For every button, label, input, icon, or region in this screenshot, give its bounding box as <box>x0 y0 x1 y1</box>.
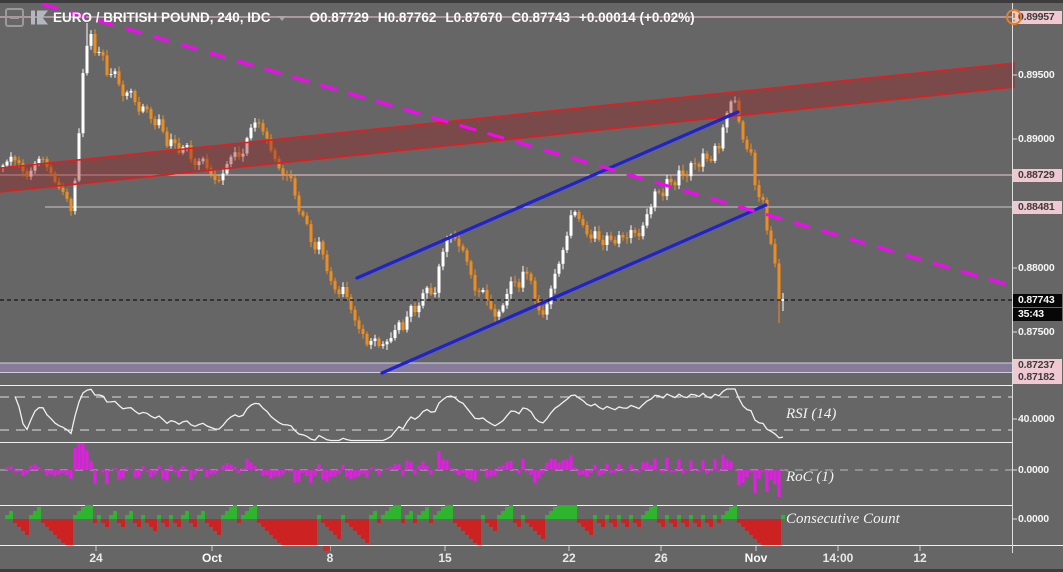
alert-circle-icon[interactable] <box>1005 8 1023 26</box>
time-label-8: 8 <box>326 551 334 565</box>
window-top-edge <box>0 0 1063 3</box>
window-bottom-edge <box>0 569 1063 572</box>
chart-legend: EURO / BRITISH POUND, 240, IDC O0.87729 … <box>5 8 695 27</box>
rising-channel-red[interactable] <box>0 62 1016 193</box>
price-label-0.87182: 0.87182 <box>1013 370 1062 384</box>
symbol-title[interactable]: EURO / BRITISH POUND, 240, IDC <box>53 10 271 25</box>
price-label-0.87500: 0.87500 <box>1018 325 1055 338</box>
price-label-0.89500: 0.89500 <box>1018 68 1055 81</box>
time-label-26: 26 <box>654 551 668 565</box>
price-label-0.0000: 0.0000 <box>1018 463 1049 476</box>
time-label-Oct: Oct <box>201 551 223 565</box>
low-value: L0.87670 <box>445 10 503 25</box>
consecutive-count-series <box>5 505 785 545</box>
minus-square-icon[interactable] <box>5 8 24 27</box>
price-label-35:43: 35:43 <box>1013 307 1062 321</box>
price-label-0.87237: 0.87237 <box>1013 358 1062 372</box>
time-scale[interactable]: 24 Oct 8 15 22 26 Nov 14:00 12 <box>0 546 1063 569</box>
time-label-Nov: Nov <box>744 551 768 565</box>
price-label-0.89000: 0.89000 <box>1018 132 1055 145</box>
ascending-channel-blue[interactable] <box>355 110 768 375</box>
indicator-label-roc[interactable]: RoC (1) <box>786 469 834 485</box>
session-break-marker <box>323 546 330 551</box>
time-label-15: 15 <box>438 551 452 565</box>
indicator-label-rsi[interactable]: RSI (14) <box>786 406 837 422</box>
support-zone-band[interactable] <box>0 362 1012 373</box>
close-value: C0.87743 <box>511 10 571 25</box>
flag-icon <box>31 10 48 25</box>
price-label-0.88481: 0.88481 <box>1013 200 1062 214</box>
price-label-0.89957: 0.89957 <box>1013 10 1062 24</box>
panel-separators <box>0 0 1063 553</box>
price-label-0.88729: 0.88729 <box>1013 168 1062 182</box>
price-label-0.87743: 0.87743 <box>1013 293 1062 307</box>
high-value: H0.87762 <box>377 10 437 25</box>
price-label-40.0000: 40.0000 <box>1018 412 1055 425</box>
price-scale[interactable]: 0.89957 0.89500 0.89000 0.88729 0.88481 0.880… <box>1012 0 1063 545</box>
time-label-22: 22 <box>562 551 576 565</box>
price-label-0.0000: 0.0000 <box>1018 512 1049 525</box>
descending-trendline-magenta[interactable] <box>41 2 1017 289</box>
indicator-label-cc[interactable]: Consecutive Count <box>786 511 900 527</box>
candlestick-series <box>1 23 785 350</box>
change-value: +0.00014 (+0.02%) <box>579 10 695 25</box>
time-label-14:00: 14:00 <box>822 551 854 565</box>
price-label-0.88000: 0.88000 <box>1018 261 1055 274</box>
time-label-12: 12 <box>913 551 927 565</box>
roc-histogram-series <box>5 443 785 497</box>
rsi-line-series <box>14 388 784 442</box>
chevron-down-icon[interactable] <box>277 16 286 21</box>
time-label-24: 24 <box>89 551 103 565</box>
open-value: O0.87729 <box>309 10 369 25</box>
